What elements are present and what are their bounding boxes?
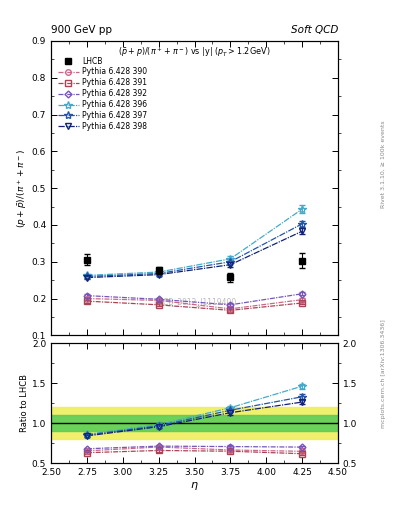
X-axis label: $\eta$: $\eta$	[190, 480, 199, 492]
Y-axis label: $(p+\bar{p})/(\pi^+ + \pi^-)$: $(p+\bar{p})/(\pi^+ + \pi^-)$	[15, 148, 29, 228]
Text: Rivet 3.1.10, ≥ 100k events: Rivet 3.1.10, ≥ 100k events	[381, 120, 386, 208]
Text: $(\bar{p}+p)/(\pi^++\pi^-)$ vs |y| $(p_T > 1.2\,\mathrm{GeV})$: $(\bar{p}+p)/(\pi^++\pi^-)$ vs |y| $(p_T…	[118, 46, 271, 59]
Y-axis label: Ratio to LHCB: Ratio to LHCB	[20, 374, 29, 432]
Bar	[51, 415, 338, 431]
Text: mcplots.cern.ch [arXiv:1306.3436]: mcplots.cern.ch [arXiv:1306.3436]	[381, 319, 386, 428]
Text: Soft QCD: Soft QCD	[290, 25, 338, 35]
Bar	[51, 407, 338, 439]
Legend: LHCB, Pythia 6.428 390, Pythia 6.428 391, Pythia 6.428 392, Pythia 6.428 396, Py: LHCB, Pythia 6.428 390, Pythia 6.428 391…	[58, 56, 147, 131]
Text: 900 GeV pp: 900 GeV pp	[51, 25, 112, 35]
Text: LHCB_2012_I1119400: LHCB_2012_I1119400	[153, 297, 236, 306]
